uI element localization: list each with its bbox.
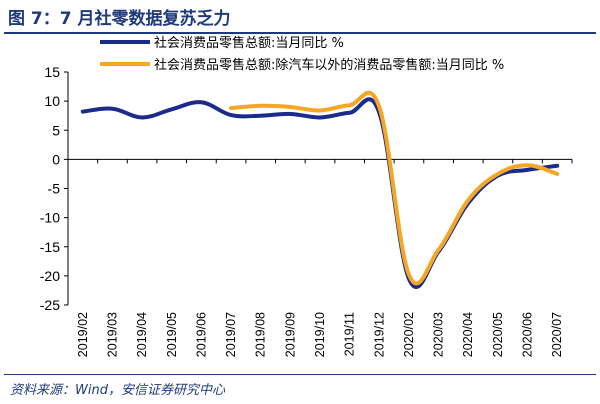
x-tick-label: 2019/11 <box>343 312 357 356</box>
x-tick-label: 2020/05 <box>491 312 505 357</box>
x-tick-label: 2019/09 <box>283 312 297 357</box>
x-tick-label: 2020/03 <box>432 312 446 357</box>
legend-label-1: 社会消费品零售总额:当月同比 % <box>154 35 344 51</box>
series-lines <box>80 90 560 289</box>
x-tick-label: 2019/05 <box>165 312 179 357</box>
x-tick-label: 2019/07 <box>224 312 238 357</box>
legend-label-2: 社会消费品零售总额:除汽车以外的消费品零售额:当月同比 % <box>154 57 504 73</box>
x-tick-label: 2019/02 <box>76 312 90 357</box>
y-tick-label: 0 <box>52 151 60 167</box>
source-rule <box>4 374 596 375</box>
x-tick-label: 2020/06 <box>521 312 535 357</box>
y-tick-label: 10 <box>44 93 60 109</box>
y-tick-label: 15 <box>44 64 60 80</box>
y-tick-label: -15 <box>40 239 60 255</box>
y-axis-ticks: 15 10 5 0 -5 -10 -15 -20 -25 <box>40 64 68 313</box>
y-tick-label: -20 <box>40 268 60 284</box>
y-tick-label: 5 <box>52 122 60 138</box>
x-tick-label: 2019/03 <box>105 312 119 357</box>
y-tick-label: -5 <box>48 181 61 197</box>
x-tick-label: 2019/10 <box>313 312 327 357</box>
y-tick-label: -10 <box>40 210 60 226</box>
x-tick-label: 2019/06 <box>194 312 208 357</box>
x-tick-label: 2020/07 <box>550 312 564 357</box>
figure-title: 图 7：7 月社零数据复苏乏力 <box>8 9 231 29</box>
chart-axes <box>67 72 572 305</box>
series-line-2 <box>229 90 560 286</box>
x-tick-label: 2020/04 <box>461 312 475 357</box>
x-axis-ticks: 2019/02 2019/03 2019/04 2019/05 2019/06 2019/… <box>67 159 573 357</box>
title-rule <box>4 32 596 34</box>
chart-legend: 社会消费品零售总额:当月同比 % 社会消费品零售总额:除汽车以外的消费品零售额:当… <box>100 35 504 73</box>
x-tick-label: 2019/04 <box>135 312 149 357</box>
x-tick-label: 2019/12 <box>372 312 386 357</box>
x-tick-label: 2020/02 <box>402 312 416 357</box>
source-note: 资料来源：Wind，安信证券研究中心 <box>10 383 225 398</box>
y-tick-label: -25 <box>40 297 60 313</box>
x-tick-label: 2019/08 <box>254 312 268 357</box>
series-line-1 <box>80 97 560 289</box>
